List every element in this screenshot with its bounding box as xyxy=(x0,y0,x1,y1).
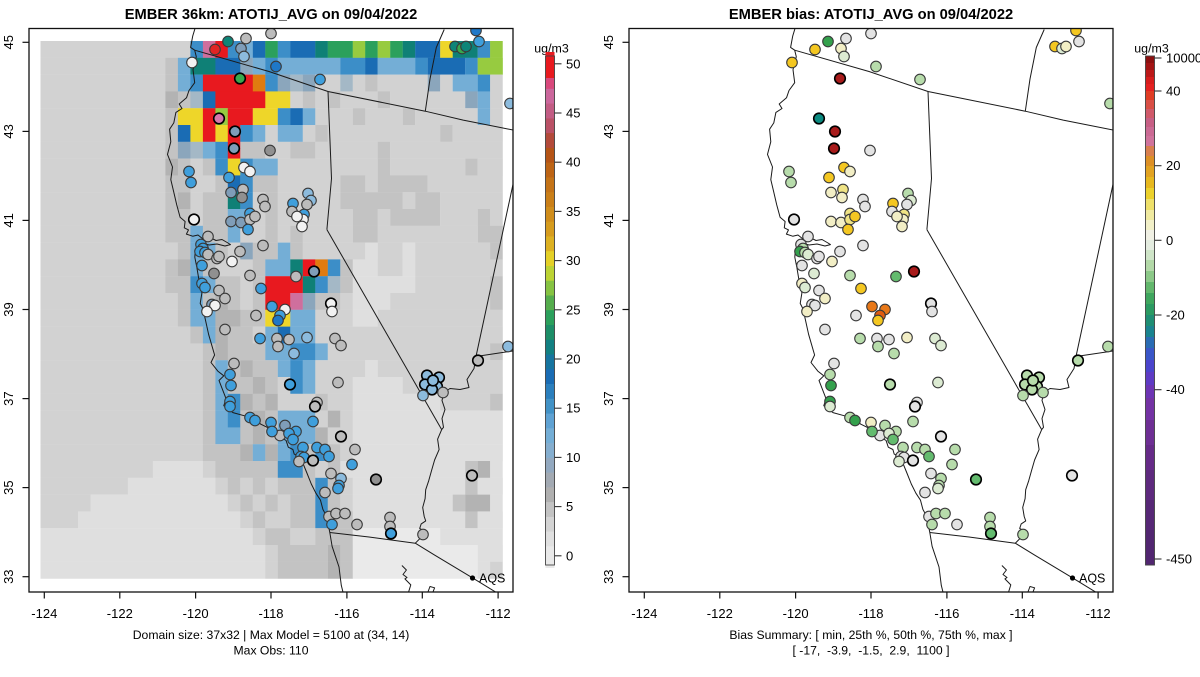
svg-text:-114: -114 xyxy=(1010,606,1035,621)
svg-text:40: 40 xyxy=(566,155,580,170)
svg-text:[ -17, -3.9, -1.5, 2.9, 11: [ -17, -3.9, -1.5, 2.9, 1100 ] xyxy=(793,644,950,658)
svg-text:33: 33 xyxy=(1,569,16,583)
svg-text:33: 33 xyxy=(601,569,616,583)
svg-text:-120: -120 xyxy=(783,606,809,621)
svg-text:-124: -124 xyxy=(631,606,657,621)
svg-text:-124: -124 xyxy=(31,606,57,621)
svg-text:20: 20 xyxy=(1166,158,1180,173)
svg-text:35: 35 xyxy=(601,480,616,494)
svg-text:41: 41 xyxy=(1,213,16,227)
svg-text:15: 15 xyxy=(566,401,580,416)
svg-text:-122: -122 xyxy=(707,606,733,621)
svg-text:35: 35 xyxy=(1,480,16,494)
svg-text:37: 37 xyxy=(601,391,616,405)
svg-text:EMBER bias: ATOTIJ_AVG on 09/0: EMBER bias: ATOTIJ_AVG on 09/04/2022 xyxy=(729,7,1013,23)
svg-text:43: 43 xyxy=(1,124,16,138)
svg-text:-118: -118 xyxy=(858,606,883,621)
svg-text:50: 50 xyxy=(566,56,580,71)
svg-text:Domain size: 37x32 | Max Model: Domain size: 37x32 | Max Model = 5100 at… xyxy=(133,628,410,642)
svg-text:41: 41 xyxy=(601,213,616,227)
svg-text:39: 39 xyxy=(1,302,16,316)
svg-text:ug/m3: ug/m3 xyxy=(534,42,569,56)
svg-text:10000: 10000 xyxy=(1166,51,1200,66)
svg-text:-122: -122 xyxy=(107,606,133,621)
svg-text:-116: -116 xyxy=(334,606,359,621)
svg-text:Max Obs: 110: Max Obs: 110 xyxy=(234,644,309,658)
svg-text:35: 35 xyxy=(566,204,580,219)
svg-text:-112: -112 xyxy=(1086,606,1111,621)
svg-text:EMBER 36km: ATOTIJ_AVG on 09/0: EMBER 36km: ATOTIJ_AVG on 09/04/2022 xyxy=(125,7,418,23)
svg-text:-112: -112 xyxy=(486,606,511,621)
svg-text:45: 45 xyxy=(601,35,616,49)
svg-text:-116: -116 xyxy=(934,606,959,621)
svg-text:37: 37 xyxy=(1,391,16,405)
svg-text:20: 20 xyxy=(566,352,580,367)
svg-text:ug/m3: ug/m3 xyxy=(1134,42,1169,56)
svg-text:5: 5 xyxy=(566,499,573,514)
svg-text:-118: -118 xyxy=(258,606,283,621)
svg-text:10: 10 xyxy=(566,450,580,465)
svg-text:0: 0 xyxy=(566,548,573,563)
svg-text:30: 30 xyxy=(566,253,580,268)
svg-text:-20: -20 xyxy=(1166,308,1185,323)
svg-text:45: 45 xyxy=(1,35,16,49)
svg-text:0: 0 xyxy=(1166,233,1173,248)
svg-text:25: 25 xyxy=(566,302,580,317)
svg-text:43: 43 xyxy=(601,124,616,138)
svg-text:AQS: AQS xyxy=(1079,572,1105,586)
svg-text:AQS: AQS xyxy=(479,572,505,586)
svg-text:39: 39 xyxy=(601,302,616,316)
svg-text:-120: -120 xyxy=(183,606,209,621)
svg-text:Bias Summary: [ min, 25th %, 5: Bias Summary: [ min, 25th %, 50th %, 75t… xyxy=(729,628,1012,642)
svg-text:-40: -40 xyxy=(1166,382,1185,397)
svg-text:45: 45 xyxy=(566,106,580,121)
svg-text:-450: -450 xyxy=(1166,552,1192,567)
svg-text:40: 40 xyxy=(1166,84,1180,99)
svg-text:-114: -114 xyxy=(410,606,435,621)
